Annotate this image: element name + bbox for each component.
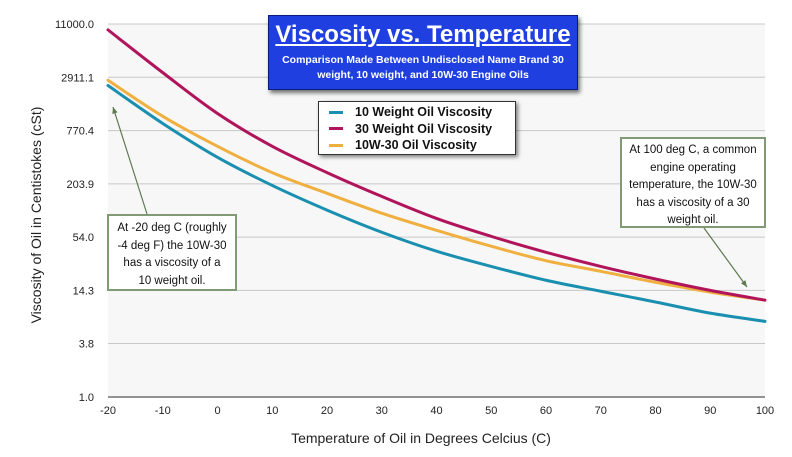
annotation-arrow-cold — [112, 106, 148, 215]
chart-title-box: Viscosity vs. Temperature Comparison Mad… — [268, 15, 578, 90]
x-tick-label: 30 — [376, 405, 388, 417]
y-tick-label: 1.0 — [79, 392, 94, 404]
x-tick-label: 70 — [595, 405, 607, 417]
series-line-10w30 — [106, 78, 767, 302]
legend-item-10-weight: 10 Weight Oil Viscosity — [329, 104, 515, 121]
y-tick-label: 3.8 — [79, 338, 94, 350]
legend-label-10-weight: 10 Weight Oil Viscosity — [355, 105, 493, 120]
y-tick-label: 2911.1 — [61, 72, 94, 84]
x-tick-label: 80 — [649, 405, 661, 417]
annotation-hot-line: At 100 deg C, a common — [629, 144, 757, 156]
x-axis-title: Temperature of Oil in Degrees Celcius (C… — [291, 430, 551, 446]
x-tick-label: -20 — [100, 405, 116, 417]
legend-item-30-weight: 30 Weight Oil Viscosity — [329, 121, 515, 138]
y-tick-label: 203.9 — [66, 179, 94, 191]
series-line-30-weight — [106, 28, 767, 302]
x-tick-label: 40 — [430, 405, 442, 417]
chart-title: Viscosity vs. Temperature — [275, 21, 571, 48]
x-tick-label: 20 — [321, 405, 333, 417]
annotation-hot-line: weight oil. — [667, 214, 719, 226]
x-tick-label: 10 — [266, 405, 278, 417]
x-tick-label: 0 — [214, 405, 220, 417]
legend-swatch-30-weight — [329, 127, 343, 131]
legend-label-30-weight: 30 Weight Oil Viscosity — [355, 121, 493, 136]
y-tick-label: 770.4 — [66, 126, 94, 138]
series-lines — [106, 28, 767, 323]
annotation-arrow-hot — [703, 227, 748, 288]
x-axis-title-text: Temperature of Oil in Degrees Celcius (C… — [291, 430, 551, 446]
y-tick-labels: 1.0 3.8 14.3 54.0 203.9 770.4 2911.1 11000.0 — [55, 19, 94, 404]
series-line-10-weight — [106, 84, 767, 323]
chart-subtitle: Comparison Made Between Undisclosed Name… — [282, 54, 564, 81]
annotation-arrows — [112, 106, 748, 288]
y-tick-label: 11000.0 — [55, 19, 94, 31]
annotation-hot-line: temperature, the 10W-30 — [629, 179, 757, 191]
annotation-cold-line: -4 deg F) the 10W-30 — [117, 239, 227, 252]
legend-label-10w30: 10W-30 Oil Viscosity — [355, 138, 477, 153]
annotation-hot: At 100 deg C, a common engine operating … — [620, 137, 766, 228]
annotation-cold: At -20 deg C (roughly -4 deg F) the 10W-… — [107, 214, 237, 291]
annotation-hot-line: has a viscosity of a 30 — [636, 196, 750, 209]
y-tick-label: 14.3 — [73, 285, 94, 297]
annotation-cold-line: 10 weight oil. — [138, 274, 206, 287]
annotation-hot-line: engine operating — [650, 161, 736, 174]
x-tick-label: 50 — [485, 405, 497, 417]
x-tick-label: 60 — [540, 405, 552, 417]
annotation-cold-line: At -20 deg C (roughly — [117, 222, 227, 234]
x-tick-label: -10 — [155, 405, 171, 417]
annotation-cold-line: has a viscosity of a — [123, 257, 221, 269]
x-tick-labels: -20 -10 0 10 20 30 40 50 60 70 80 90 100 — [100, 405, 774, 417]
x-tick-label: 90 — [704, 405, 716, 417]
legend-swatch-10w30 — [329, 143, 343, 147]
legend-item-10w30: 10W-30 Oil Viscosity — [329, 137, 515, 154]
y-axis-title-text: Viscosity of Oil in Centistokes (cSt) — [28, 107, 44, 324]
legend: 10 Weight Oil Viscosity 30 Weight Oil Vi… — [318, 101, 516, 155]
y-axis-title: Viscosity of Oil in Centistokes (cSt) — [28, 107, 44, 324]
x-tick-label: 100 — [756, 405, 774, 417]
y-tick-label: 54.0 — [73, 232, 94, 244]
legend-swatch-10-weight — [329, 110, 343, 114]
